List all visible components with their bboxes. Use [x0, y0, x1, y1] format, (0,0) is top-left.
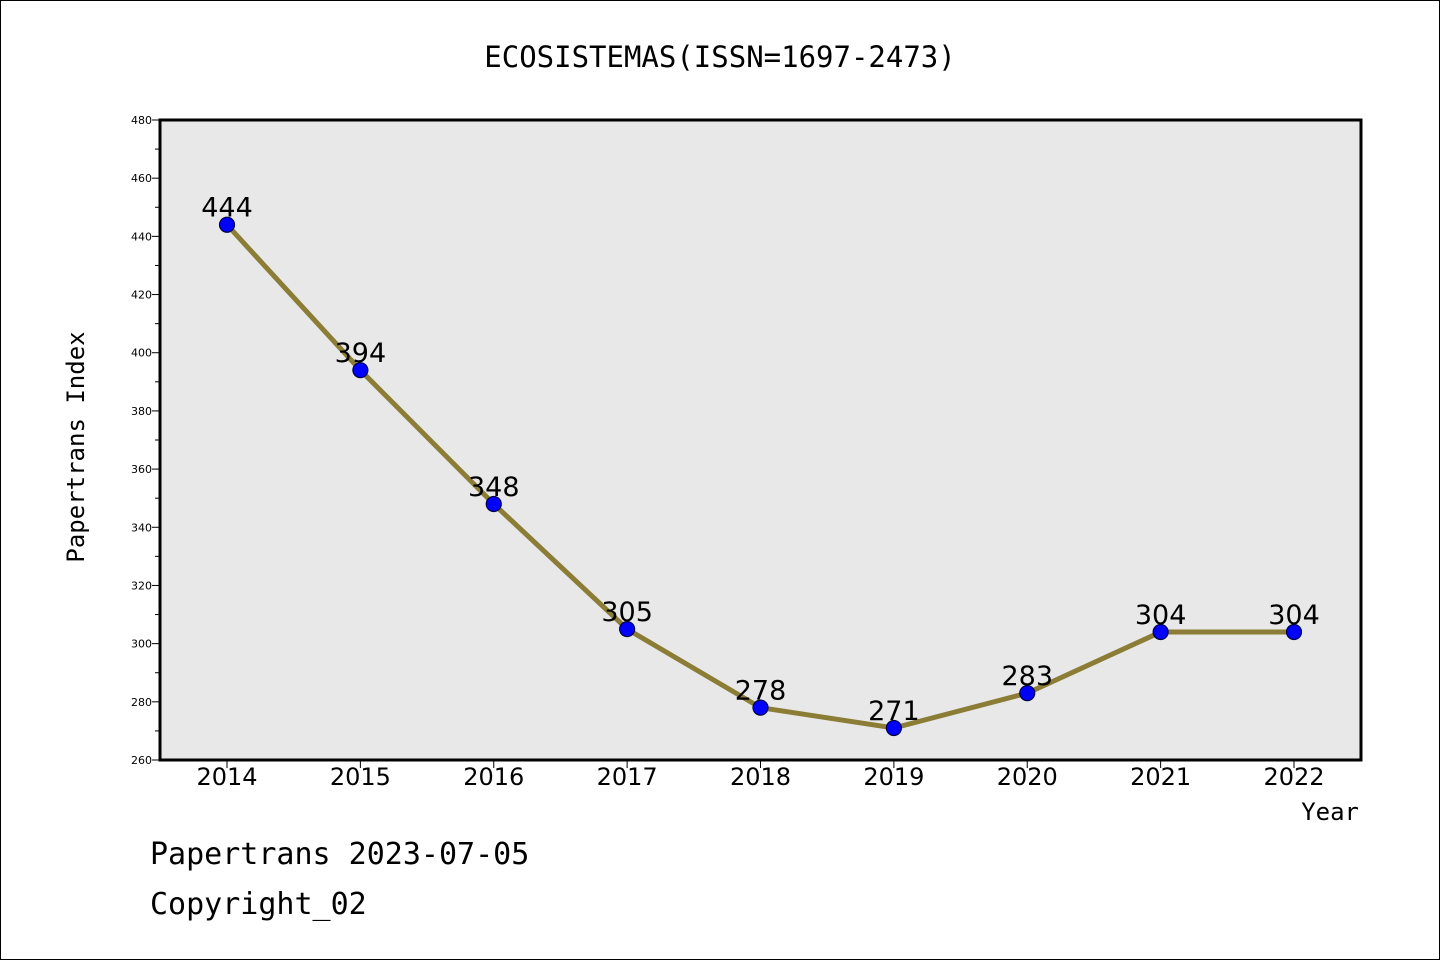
y-tick-label: 420: [131, 289, 152, 302]
data-label: 271: [868, 696, 920, 727]
data-point: [1152, 623, 1169, 641]
data-label: 305: [601, 597, 653, 628]
data-label: 304: [1268, 600, 1320, 631]
data-markers: [218, 216, 1303, 737]
data-label: 444: [201, 193, 253, 224]
y-tick-label: 380: [131, 405, 152, 418]
data-point: [619, 620, 636, 638]
x-tick-label: 2020: [997, 763, 1058, 791]
data-point: [218, 216, 236, 233]
data-label: 394: [335, 338, 387, 369]
y-tick-label: 280: [131, 696, 152, 709]
x-tick-label: 2014: [196, 763, 257, 791]
x-axis-label: Year: [1301, 798, 1359, 826]
plot-area: [158, 118, 1363, 762]
x-tick-label: 2022: [1263, 763, 1324, 791]
data-labels: 444 394 348 305 278 271 283 304 304: [201, 193, 1320, 727]
footer-copyright: Copyright_02: [150, 887, 367, 922]
data-label: 278: [735, 676, 787, 707]
y-axis-label: Papertrans Index: [62, 331, 90, 562]
chart-title: ECOSISTEMAS(ISSN=1697-2473): [484, 40, 955, 74]
data-label: 283: [1001, 661, 1053, 692]
y-tick-label: 440: [131, 230, 152, 243]
data-point: [1019, 684, 1036, 702]
y-tick-label: 260: [131, 754, 152, 767]
x-tick-label: 2018: [730, 763, 791, 791]
y-tick-label: 300: [131, 638, 152, 651]
y-tick-label: 360: [131, 463, 152, 476]
y-axis-ticks: 260 280 300 320 340 360 380 400 420 440 460 480: [131, 114, 160, 767]
data-label: 348: [468, 472, 520, 503]
data-point: [885, 719, 902, 737]
x-tick-label: 2017: [597, 763, 658, 791]
y-tick-label: 480: [131, 114, 152, 127]
data-point: [1285, 623, 1303, 641]
footer-date: Papertrans 2023-07-05: [150, 837, 529, 872]
data-label: 304: [1135, 600, 1187, 631]
x-tick-label: 2015: [330, 763, 391, 791]
data-point: [485, 495, 502, 513]
data-point: [352, 362, 369, 379]
x-axis-ticks: 2014 2015 2016 2017 2018 2019 2020 2021 2022: [196, 760, 1325, 791]
y-tick-label: 460: [131, 172, 152, 185]
data-point: [752, 699, 769, 716]
y-tick-label: 400: [131, 347, 152, 360]
x-tick-label: 2016: [463, 763, 524, 791]
x-tick-label: 2021: [1130, 763, 1191, 791]
y-tick-label: 320: [131, 579, 152, 592]
x-tick-label: 2019: [863, 763, 924, 791]
y-tick-label: 340: [131, 521, 152, 534]
